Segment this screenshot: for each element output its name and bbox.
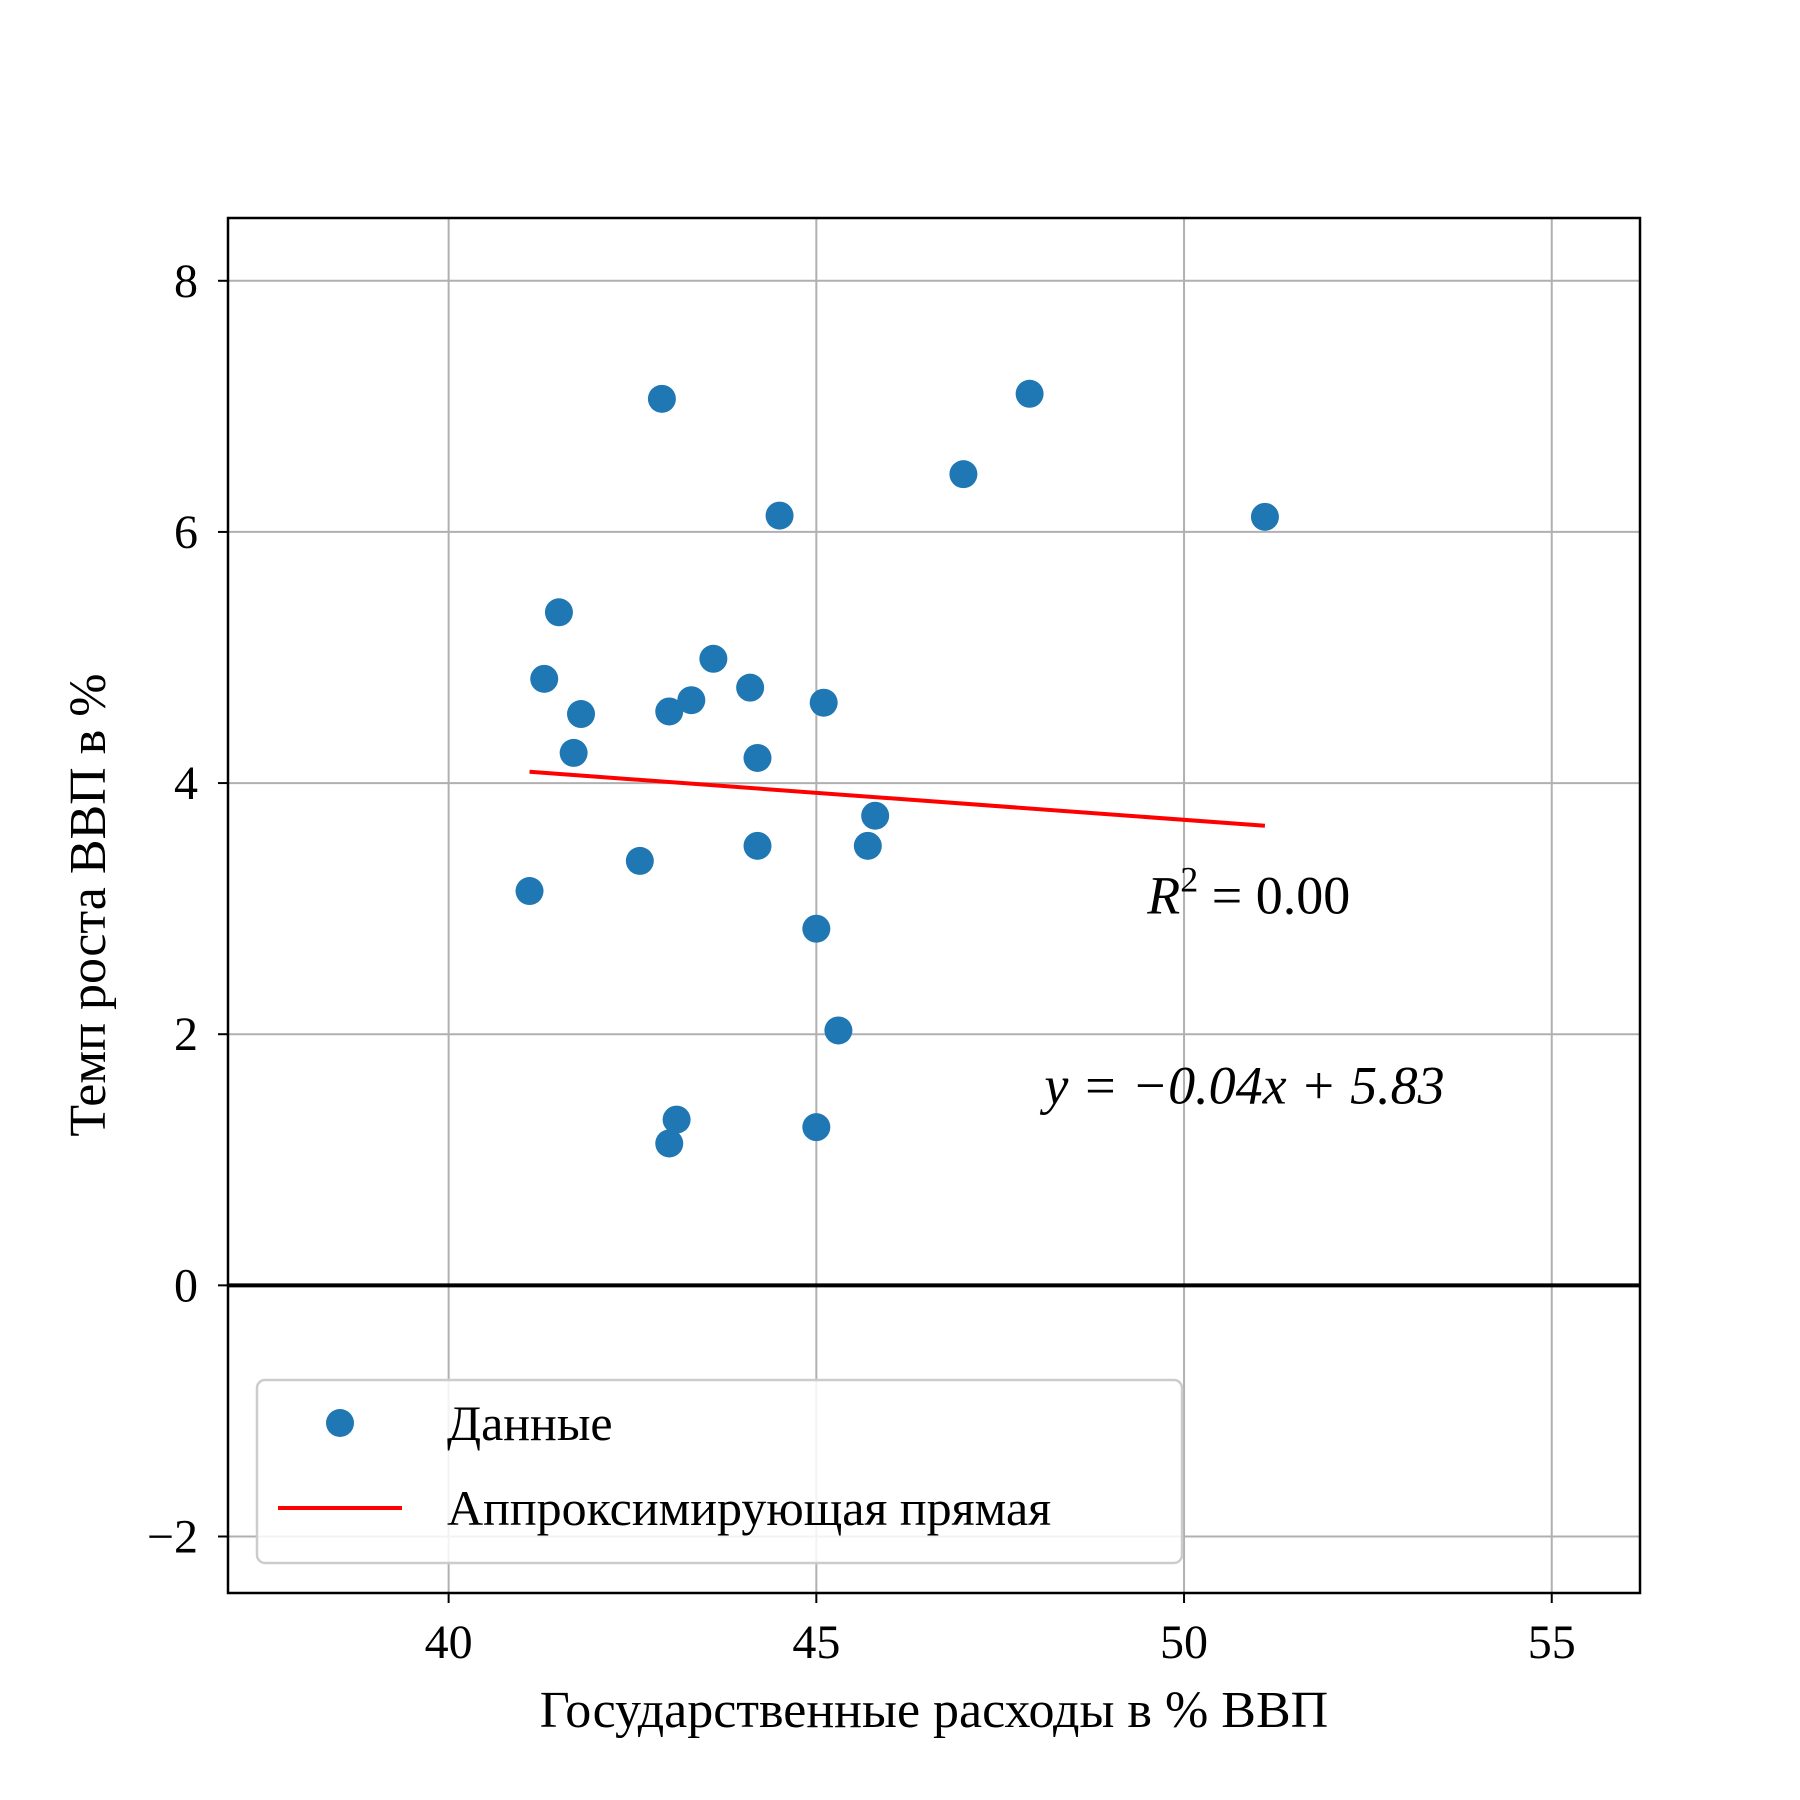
- data-point: [1250, 502, 1279, 531]
- data-point: [567, 700, 595, 729]
- data-point: [544, 598, 573, 627]
- x-axis-title: Государственные расходы в % ВВП: [540, 1682, 1328, 1739]
- data-point: [625, 846, 654, 875]
- legend-label-data: Данные: [447, 1395, 613, 1451]
- data-point: [647, 384, 676, 413]
- data-point: [655, 1129, 684, 1158]
- y-axis-title: Темп роста ВВП в %: [60, 673, 117, 1136]
- y-tick-label: 2: [174, 1008, 198, 1061]
- data-point: [743, 831, 772, 860]
- y-tick-label: 6: [174, 506, 198, 559]
- data-point: [736, 673, 765, 702]
- r-squared-annotation: R2 = 0.00: [1146, 860, 1350, 926]
- x-tick-label: 40: [425, 1616, 473, 1669]
- data-point: [809, 688, 838, 717]
- y-tick-label: −2: [147, 1510, 198, 1563]
- x-tick-label: 55: [1528, 1616, 1576, 1669]
- fit-line: [529, 769, 1266, 828]
- data-point: [1015, 379, 1044, 408]
- regression-equation-annotation: y = −0.04x + 5.83: [1039, 1055, 1444, 1115]
- data-point: [861, 801, 890, 830]
- y-tick-label: 4: [174, 757, 198, 810]
- r2-value: = 0.00: [1198, 866, 1350, 926]
- data-point: [559, 738, 588, 767]
- legend-marker-data: [326, 1409, 354, 1437]
- data-point: [662, 1105, 691, 1134]
- annotations-layer: R2 = 0.00 y = −0.04x + 5.83: [1039, 860, 1444, 1116]
- data-point: [949, 460, 978, 489]
- data-point: [743, 743, 772, 772]
- series-layer: [515, 379, 1279, 1158]
- data-point: [699, 644, 728, 673]
- data-point: [824, 1016, 853, 1045]
- plot-frame: [226, 216, 1642, 1595]
- r2-exponent: 2: [1180, 860, 1198, 900]
- legend: Данные Аппроксимирующая прямая: [255, 1378, 1184, 1565]
- data-point: [655, 697, 684, 726]
- r2-symbol: R: [1146, 866, 1180, 926]
- data-point: [802, 914, 831, 943]
- ticks-layer: 40 45 50 55 −2 0 2 4 6 8: [147, 255, 1576, 1669]
- x-tick-label: 50: [1160, 1616, 1208, 1669]
- data-point: [853, 831, 882, 860]
- data-point: [802, 1113, 831, 1142]
- y-tick-label: 8: [174, 255, 198, 308]
- data-point: [677, 686, 706, 715]
- data-point: [530, 664, 559, 693]
- legend-label-fit-line: Аппроксимирующая прямая: [447, 1480, 1051, 1536]
- y-tick-label: 0: [174, 1259, 198, 1312]
- data-point: [765, 501, 794, 530]
- x-tick-label: 45: [792, 1616, 840, 1669]
- data-point: [515, 877, 544, 906]
- legend-box: [255, 1378, 1184, 1565]
